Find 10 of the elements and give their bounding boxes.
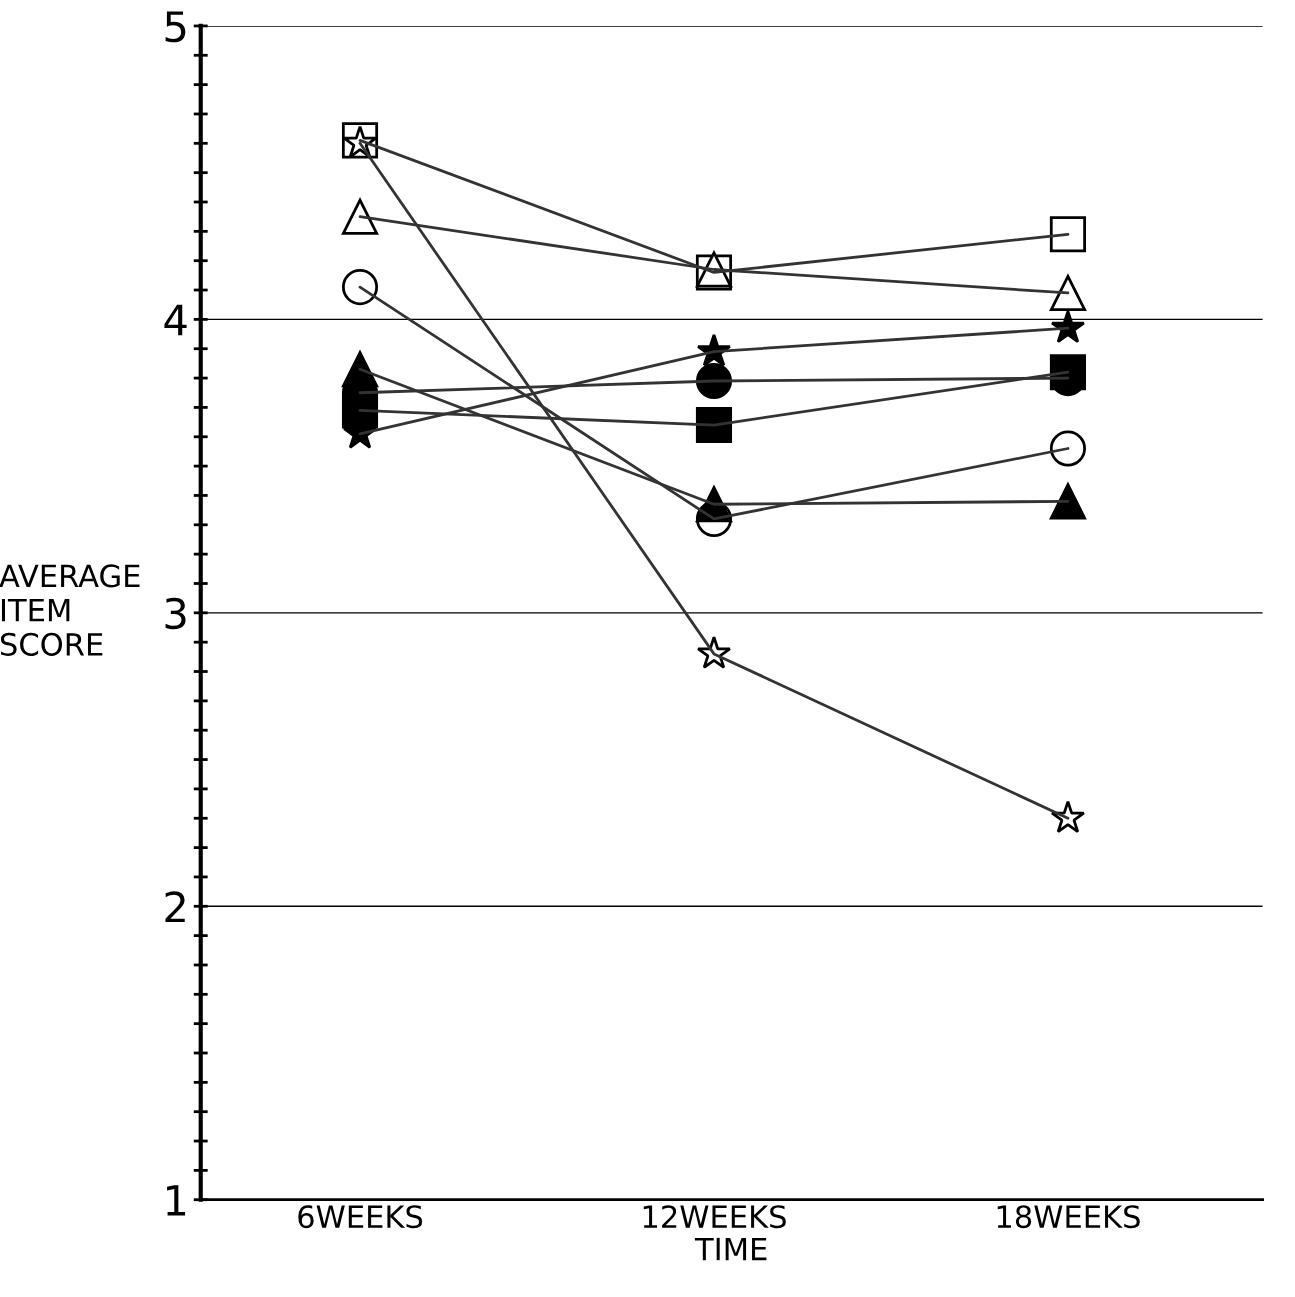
x-tick-label: 18WEEKS: [997, 1205, 1140, 1229]
y-tick-label: 4: [164, 304, 187, 336]
y-tick-label: 1: [166, 1185, 186, 1216]
y-tick-label: 3: [165, 597, 186, 630]
x-tick-label: 12WEEKS: [643, 1205, 786, 1229]
x-axis-title: TIME: [694, 1237, 767, 1261]
y-tick-label: 2: [165, 891, 185, 923]
x-tick-label: 6WEEKS: [298, 1205, 423, 1229]
y-tick-label: 5: [165, 11, 186, 43]
y-axis-title: AVERAGE ITEM SCORE: [0, 564, 140, 656]
